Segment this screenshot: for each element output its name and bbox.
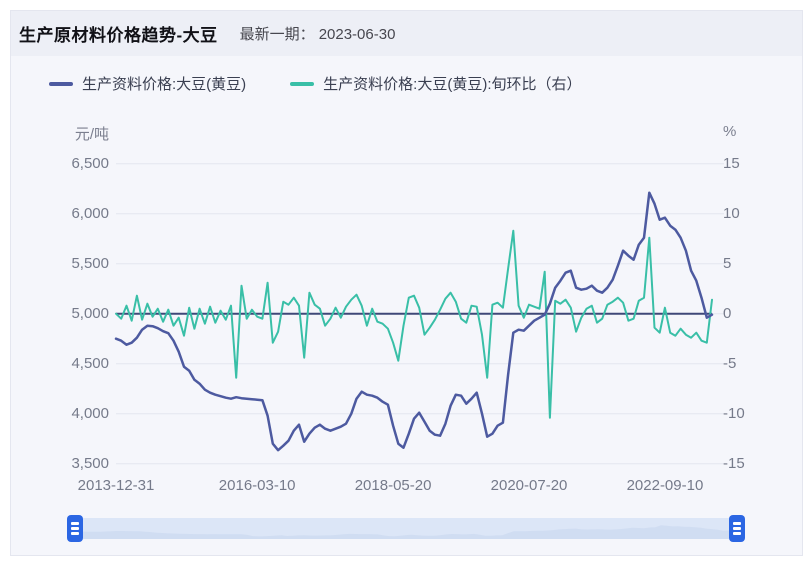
chart-card: 生产原材料价格趋势-大豆 最新一期： 2023-06-30 生产资料价格:大豆(黄…	[10, 10, 803, 556]
right-axis-tick: 10	[723, 204, 740, 222]
left-axis-tick: 6,500	[71, 154, 109, 172]
right-axis-tick: -10	[723, 404, 745, 422]
grip-icon	[733, 532, 741, 535]
grip-icon	[71, 527, 79, 530]
grip-icon	[733, 527, 741, 530]
legend-swatch-price	[49, 81, 73, 86]
legend-item-mom[interactable]: 生产资料价格:大豆(黄豆):旬环比（右）	[290, 73, 582, 94]
grip-icon	[71, 522, 79, 525]
datazoom-left-handle[interactable]	[67, 515, 83, 542]
right-axis-tick: 15	[723, 154, 740, 172]
x-axis-tick: 2016-03-10	[218, 477, 296, 494]
datazoom-silhouette	[83, 525, 729, 539]
page-title: 生产原材料价格趋势-大豆	[19, 26, 218, 45]
right-axis-tick: 5	[723, 254, 732, 272]
legend-item-price[interactable]: 生产资料价格:大豆(黄豆)	[49, 73, 246, 94]
x-axis-tick: 2018-05-20	[354, 477, 432, 494]
latest-period-label: 最新一期：	[239, 26, 315, 43]
right-axis-unit: %	[723, 123, 737, 140]
right-axis-tick: -5	[723, 354, 737, 372]
latest-period: 最新一期： 2023-06-30	[240, 23, 396, 44]
x-axis-tick: 2020-07-20	[490, 477, 568, 494]
grip-icon	[733, 522, 741, 525]
x-axis-tick: 2013-12-31	[77, 477, 155, 494]
line-chart	[114, 163, 724, 465]
x-axis-tick: 2022-09-10	[626, 477, 704, 494]
right-axis-tick: -15	[723, 454, 745, 472]
left-axis-tick: 5,500	[71, 254, 109, 272]
grip-icon	[71, 532, 79, 535]
legend-swatch-mom	[290, 81, 315, 86]
card-header: 生产原材料价格趋势-大豆 最新一期： 2023-06-30	[11, 11, 802, 56]
left-axis-tick: 4,500	[71, 354, 109, 372]
legend: 生产资料价格:大豆(黄豆) 生产资料价格:大豆(黄豆):旬环比（右）	[49, 73, 582, 94]
latest-period-date: 2023-06-30	[318, 26, 396, 43]
legend-label-price: 生产资料价格:大豆(黄豆)	[82, 76, 247, 93]
datazoom-right-handle[interactable]	[729, 515, 745, 542]
right-axis-tick: 0	[723, 304, 732, 322]
datazoom-track[interactable]	[83, 518, 729, 539]
left-axis-tick: 4,000	[71, 404, 109, 422]
left-axis-tick: 6,000	[71, 204, 109, 222]
left-axis-tick: 3,500	[71, 454, 109, 472]
left-axis-unit: 元/吨	[74, 126, 109, 143]
legend-label-mom: 生产资料价格:大豆(黄豆):旬环比（右）	[323, 76, 582, 93]
left-axis-tick: 5,000	[71, 304, 109, 322]
